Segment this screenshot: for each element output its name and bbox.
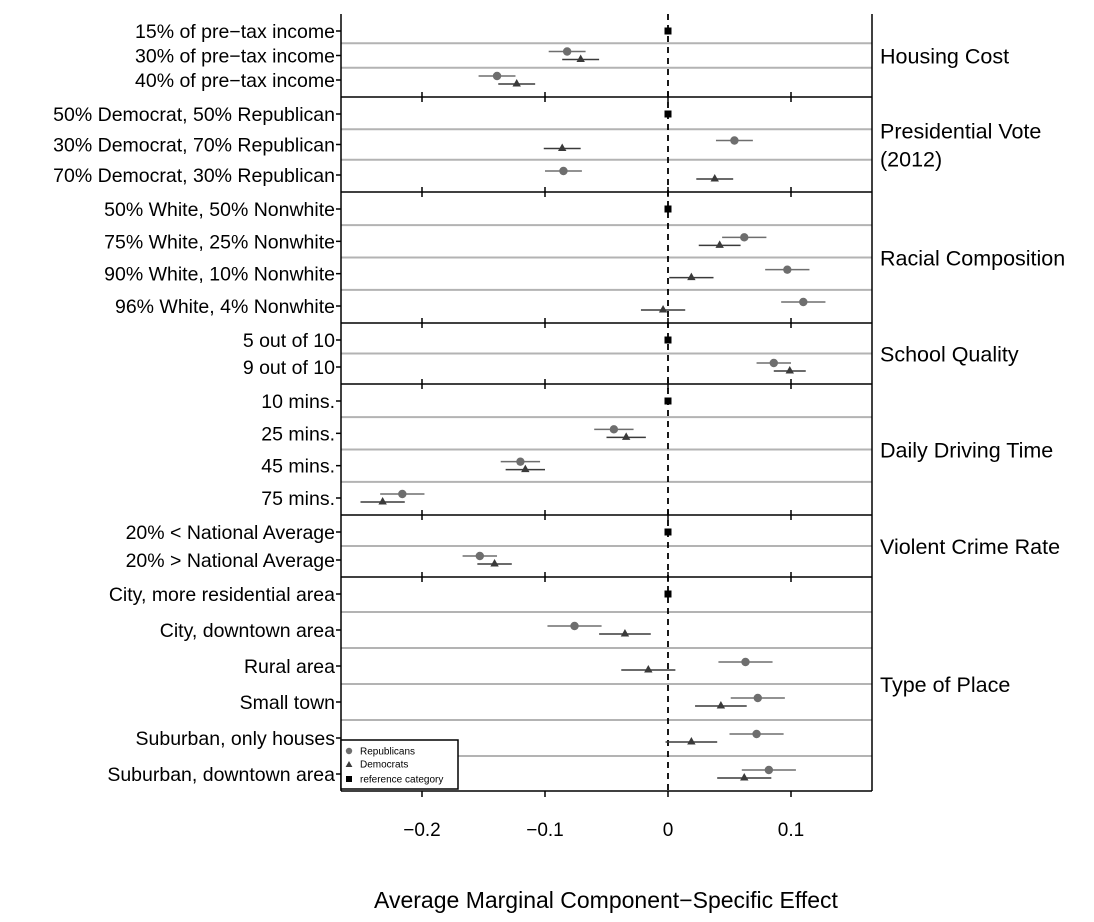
level-label: 40% of pre−tax income xyxy=(135,70,335,92)
democrat-point xyxy=(512,79,521,87)
republican-point xyxy=(609,425,619,434)
panel-label: Housing Cost xyxy=(880,45,1009,69)
democrat-point xyxy=(740,773,749,781)
legend-marker-reference xyxy=(346,776,352,782)
republican-point xyxy=(475,551,485,561)
panel-label: (2012) xyxy=(880,148,942,172)
panel-label: Racial Composition xyxy=(880,247,1065,271)
democrat-point xyxy=(785,366,794,374)
democrat-point xyxy=(576,54,585,62)
x-tick-label: −0.2 xyxy=(403,820,441,841)
republican-point xyxy=(562,47,572,56)
legend-label-democrats: Democrats xyxy=(360,760,408,771)
democrat-point xyxy=(621,432,631,440)
democrat-point xyxy=(490,559,499,567)
reference-point xyxy=(664,336,672,344)
panel-label: Type of Place xyxy=(880,673,1010,697)
level-label: 50% White, 50% Nonwhite xyxy=(104,199,335,221)
legend-label-reference: reference category xyxy=(360,775,443,786)
republican-point xyxy=(492,71,502,81)
reference-point xyxy=(664,397,672,405)
republican-point xyxy=(398,489,407,499)
democrat-point xyxy=(710,174,719,182)
democrat-point xyxy=(521,464,530,473)
democrat-point xyxy=(716,701,726,709)
x-tick-label: −0.1 xyxy=(526,820,564,841)
level-label: 75% White, 25% Nonwhite xyxy=(104,231,335,253)
reference-point xyxy=(664,528,672,536)
level-label: 15% of pre−tax income xyxy=(135,21,335,43)
level-label: Suburban, only houses xyxy=(136,728,336,750)
democrat-point xyxy=(378,497,387,505)
republican-point xyxy=(559,166,568,176)
reference-point xyxy=(664,110,672,118)
legend-marker-democrats xyxy=(345,761,353,767)
reference-point xyxy=(664,590,672,598)
democrat-point xyxy=(687,272,696,281)
panel-label: Presidential Vote xyxy=(880,120,1041,144)
level-label: 75 mins. xyxy=(261,488,335,510)
democrat-point xyxy=(558,143,567,151)
republican-point xyxy=(769,358,778,368)
democrat-point xyxy=(687,737,696,745)
democrat-point xyxy=(658,305,668,313)
panel-layer xyxy=(340,14,873,792)
level-label: Rural area xyxy=(244,656,335,678)
level-label: City, more residential area xyxy=(109,584,335,606)
level-label: 20% < National Average xyxy=(126,522,335,544)
grid-layer xyxy=(341,14,872,791)
republican-point xyxy=(799,297,808,307)
republican-point xyxy=(764,765,774,775)
level-label: 45 mins. xyxy=(261,456,335,478)
democrat-point xyxy=(620,629,630,637)
legend-label-republicans: Republicans xyxy=(360,747,415,758)
level-label: 10 mins. xyxy=(261,391,335,413)
x-tick-label: 0 xyxy=(663,820,674,841)
level-label: 9 out of 10 xyxy=(243,357,335,379)
republican-point xyxy=(752,729,761,739)
legend-box xyxy=(340,739,459,790)
level-label: 30% Democrat, 70% Republican xyxy=(53,135,335,157)
level-label: 30% of pre−tax income xyxy=(135,46,335,68)
x-tick-label: 0.1 xyxy=(778,820,804,841)
republican-point xyxy=(516,457,525,466)
x-axis-title: Average Marginal Component−Specific Effe… xyxy=(374,887,838,913)
reference-point xyxy=(664,205,672,213)
mark-layer xyxy=(360,27,826,781)
democrat-point xyxy=(644,665,653,673)
level-label: 20% > National Average xyxy=(126,550,335,572)
panel-label: Violent Crime Rate xyxy=(880,535,1060,559)
level-label: Small town xyxy=(240,692,335,714)
republican-point xyxy=(740,233,749,242)
republican-point xyxy=(753,693,762,703)
level-label: 70% Democrat, 30% Republican xyxy=(53,165,335,187)
legend-marker-republicans xyxy=(345,747,353,755)
legend: Republicans Democrats reference category xyxy=(340,739,459,790)
reference-point xyxy=(664,27,672,35)
level-label: 25 mins. xyxy=(261,423,335,445)
level-label: City, downtown area xyxy=(160,620,335,642)
level-label: 90% White, 10% Nonwhite xyxy=(104,264,335,286)
panel-label: Daily Driving Time xyxy=(880,439,1053,463)
republican-point xyxy=(730,136,739,145)
label-layer: Housing Cost 15% of pre−tax income 30% of … xyxy=(53,21,1065,841)
republican-point xyxy=(783,265,792,274)
panel-label: School Quality xyxy=(880,343,1019,367)
democrat-point xyxy=(715,240,724,248)
level-label: 96% White, 4% Nonwhite xyxy=(115,296,335,318)
republican-point xyxy=(570,621,579,631)
republican-point xyxy=(741,657,750,667)
level-label: 5 out of 10 xyxy=(243,330,335,352)
level-label: Suburban, downtown area xyxy=(107,764,335,786)
level-label: 50% Democrat, 50% Republican xyxy=(53,104,335,126)
